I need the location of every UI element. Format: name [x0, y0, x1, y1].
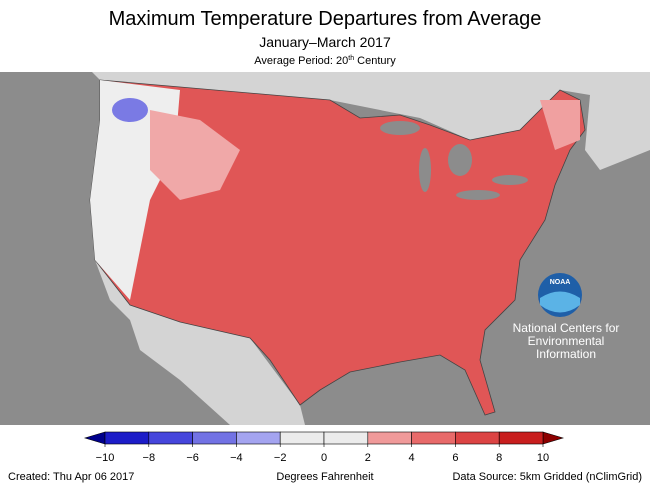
mild-area: [540, 100, 580, 150]
colorbar-tick-label: −6: [186, 452, 199, 464]
units: Degrees Fahrenheit: [276, 471, 373, 483]
cool-spot: [112, 98, 148, 122]
colorbar-tick-label: −8: [143, 452, 156, 464]
lake: [456, 190, 500, 200]
created: Created: Thu Apr 06 2017: [8, 471, 134, 483]
colorbar-tick-label: −4: [230, 452, 243, 464]
map: [0, 72, 650, 425]
colorbar-tick-label: −2: [274, 452, 287, 464]
logo-mark: NOAA: [550, 279, 571, 286]
mexico: [95, 260, 305, 425]
lake: [448, 144, 472, 176]
mild-area: [150, 110, 240, 200]
logo-wave: [540, 291, 580, 313]
logo-line: National Centers for: [513, 321, 620, 335]
colorbar-bin: [323, 431, 369, 445]
colorbar-bin: [148, 431, 193, 445]
colorbar-tick-label: 6: [452, 452, 458, 464]
lake: [419, 148, 431, 192]
average-period-sup: th: [348, 55, 354, 62]
colorbar-bin: [411, 431, 456, 445]
colorbar-bin: [455, 431, 500, 445]
logo: NOAA National Centers for Environmental …: [513, 273, 620, 361]
colorbar-under: [83, 431, 106, 445]
colorbar-bin: [236, 431, 281, 445]
average-period-text: Century: [354, 55, 396, 67]
colorbar-tick-label: −10: [96, 452, 115, 464]
colorbar-tick-label: 0: [321, 452, 327, 464]
colorbar-bin: [104, 431, 150, 445]
colorbar-tick-label: 4: [409, 452, 415, 464]
colorbar-tick-label: 8: [496, 452, 502, 464]
colorbar-bin: [367, 431, 412, 445]
subtitle: January–March 2017: [259, 34, 391, 50]
logo-line: Environmental: [528, 334, 605, 348]
colorbar-bin: [192, 431, 237, 445]
average-period: Average Period: 20th Century: [254, 55, 396, 67]
colorbar: −10 −8 −6 −4 −2 0 2 4 6 8 10: [83, 431, 565, 464]
average-period-text: Average Period: 20: [254, 55, 348, 67]
lake: [492, 175, 528, 185]
source: Data Source: 5km Gridded (nClimGrid): [452, 471, 642, 483]
colorbar-tick-label: 2: [365, 452, 371, 464]
colorbar-over: [542, 431, 565, 445]
canada: [40, 72, 650, 170]
colorbar-bin: [498, 431, 544, 445]
colorbar-bin: [279, 431, 325, 445]
logo-line: Information: [536, 347, 596, 361]
lake: [380, 121, 420, 135]
colorbar-tick-label: 10: [537, 452, 549, 464]
title: Maximum Temperature Departures from Aver…: [109, 8, 542, 30]
